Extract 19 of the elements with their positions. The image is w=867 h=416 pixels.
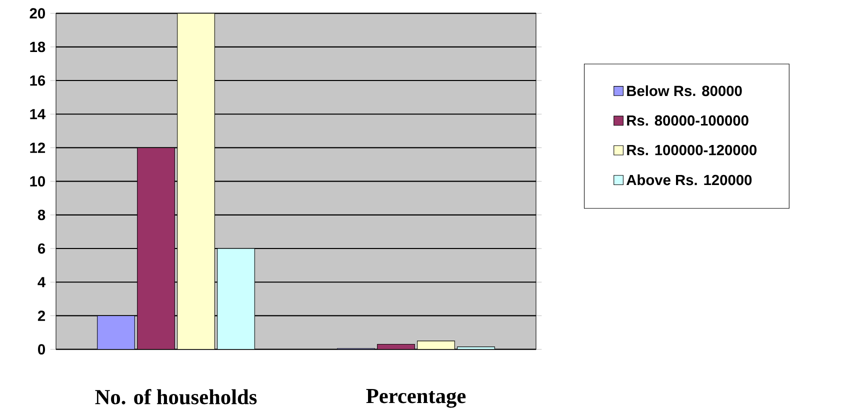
- y-tick-label: 0: [38, 344, 45, 355]
- bar: [137, 147, 175, 350]
- legend-label: Rs. 100000-120000: [627, 144, 757, 156]
- legend-label: Below Rs. 80000: [627, 85, 742, 96]
- y-tick-label: 18: [30, 42, 46, 52]
- x-tick-label: Percentage: [366, 389, 466, 408]
- y-tick-label: 14: [30, 109, 46, 120]
- y-tick-label: 12: [30, 142, 46, 153]
- legend-label: Above Rs. 120000: [626, 174, 752, 186]
- y-tick-label: 2: [38, 310, 46, 321]
- legend-label: Rs. 80000-100000: [627, 115, 748, 126]
- y-tick-label: 16: [30, 75, 46, 86]
- y-tick-label: 20: [30, 8, 45, 19]
- y-tick-label: 6: [38, 243, 46, 254]
- y-tick-label: 4: [38, 277, 46, 288]
- bar: [97, 315, 135, 350]
- y-tick-label: 10: [30, 176, 45, 187]
- x-tick-label: No. of households: [95, 389, 257, 404]
- y-tick-label: 8: [38, 210, 46, 220]
